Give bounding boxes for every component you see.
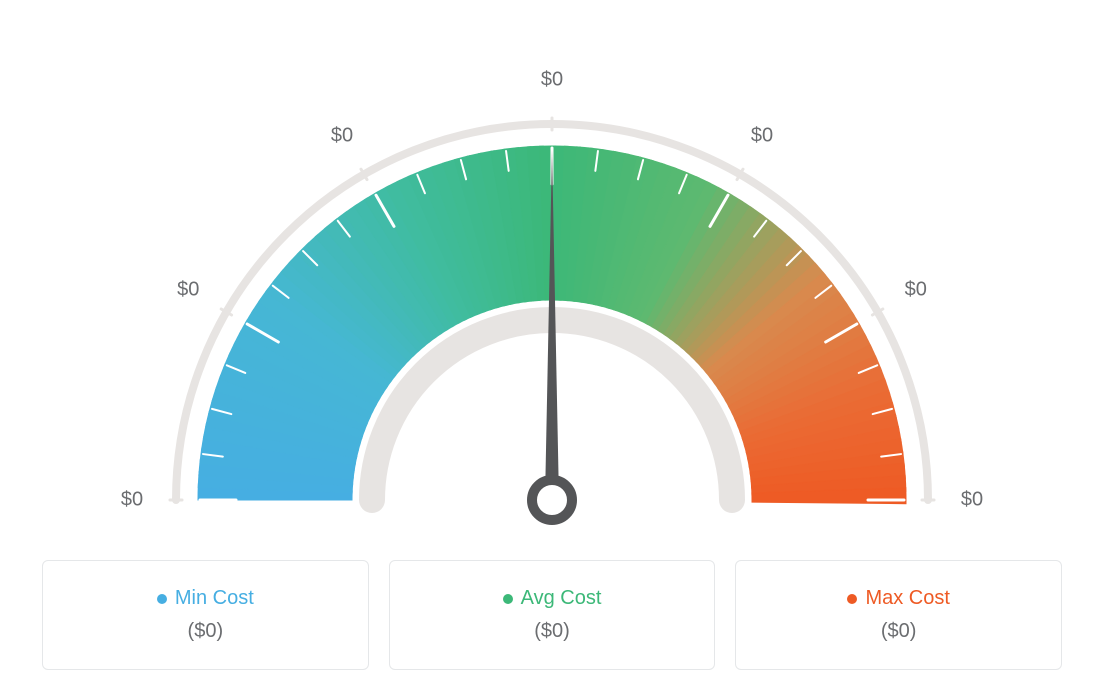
- tick-label-4: $0: [751, 125, 773, 148]
- tick-label-6: $0: [961, 489, 983, 512]
- legend-value-max: ($0): [881, 620, 917, 643]
- gauge-chart-container: $0 $0 $0 $0 $0 $0 $0 Min Cost ($0) Avg Cost ($…: [0, 0, 1104, 690]
- legend-card-min: Min Cost ($0): [42, 560, 369, 670]
- tick-label-2: $0: [331, 125, 353, 148]
- legend-dot-max: [847, 594, 857, 604]
- gauge-area: $0 $0 $0 $0 $0 $0 $0: [0, 0, 1104, 540]
- tick-label-3: $0: [541, 69, 563, 92]
- legend-label-avg: Avg Cost: [521, 587, 602, 610]
- legend-title-max: Max Cost: [847, 587, 949, 610]
- legend-value-avg: ($0): [534, 620, 570, 643]
- gauge-svg: [52, 20, 1052, 540]
- legend-dot-avg: [503, 594, 513, 604]
- legend-title-min: Min Cost: [157, 587, 254, 610]
- tick-label-0: $0: [121, 489, 143, 512]
- legend-label-max: Max Cost: [865, 587, 949, 610]
- legend-value-min: ($0): [188, 620, 224, 643]
- legend-dot-min: [157, 594, 167, 604]
- legend-title-avg: Avg Cost: [503, 587, 602, 610]
- legend-label-min: Min Cost: [175, 587, 254, 610]
- tick-label-1: $0: [177, 279, 199, 302]
- legend-card-max: Max Cost ($0): [735, 560, 1062, 670]
- tick-label-5: $0: [905, 279, 927, 302]
- legend-row: Min Cost ($0) Avg Cost ($0) Max Cost ($0…: [0, 560, 1104, 690]
- legend-card-avg: Avg Cost ($0): [389, 560, 716, 670]
